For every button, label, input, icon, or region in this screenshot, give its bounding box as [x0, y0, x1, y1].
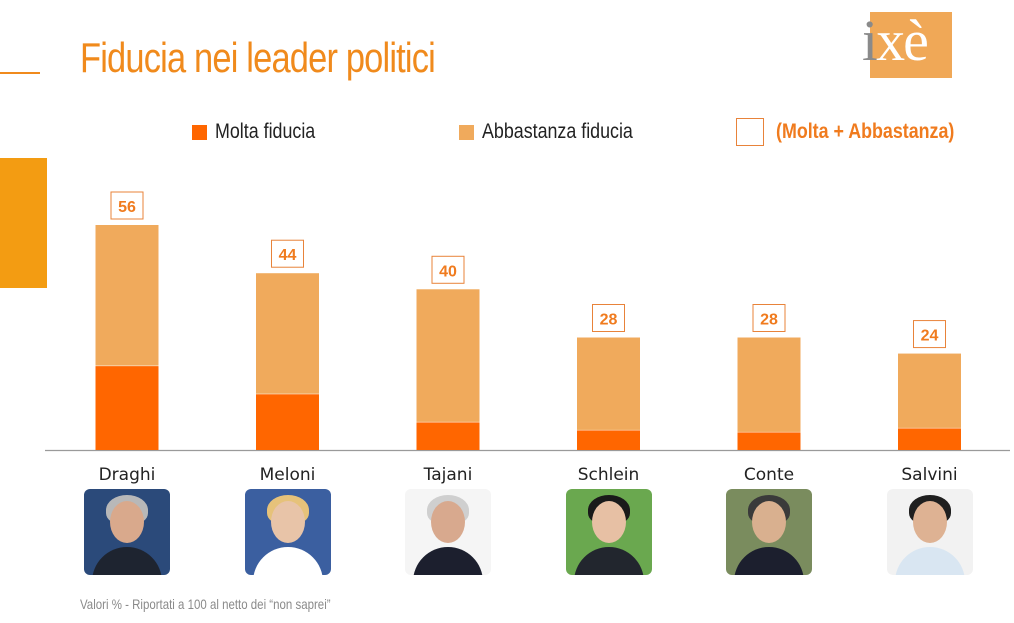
category-label-salvini: Salvini [901, 465, 957, 485]
legend-label-abbastanza: Abbastanza fiducia [482, 120, 633, 143]
total-label-draghi: 56 [118, 199, 136, 216]
legend-swatch-totale [736, 118, 764, 146]
legend-label-molta: Molta fiducia [215, 120, 316, 143]
page-title: Fiducia nei leader politici [80, 34, 436, 81]
bar-molta-tajani [416, 421, 480, 450]
conte-portrait-icon [726, 489, 812, 575]
total-box-salvini [913, 320, 946, 349]
legend-item-abbastanza: Abbastanza fiducia [459, 116, 659, 148]
side-accent-block [0, 158, 47, 288]
salvini-portrait-icon [886, 489, 973, 575]
bar-molta-draghi [95, 365, 159, 450]
legend-item-totale: (Molta + Abbastanza) [736, 116, 986, 148]
bar-abbastanza-tajani [416, 289, 480, 422]
category-label-schlein: Schlein [578, 465, 640, 485]
total-label-meloni: 44 [279, 247, 297, 264]
category-label-conte: Conte [744, 465, 794, 485]
legend-swatch-molta [192, 124, 207, 140]
meloni-portrait-icon [244, 489, 331, 575]
total-label-schlein: 28 [600, 312, 618, 329]
total-box-tajani [431, 255, 465, 284]
legend-swatch-abbastanza [459, 124, 474, 140]
total-label-conte: 28 [760, 312, 778, 329]
chart-legend: Molta fiducia Abbastanza fiducia (Molta … [0, 116, 1014, 148]
schlein-portrait-icon [565, 489, 652, 575]
bar-molta-meloni [256, 393, 319, 450]
tajani-portrait-icon [405, 489, 491, 575]
total-label-tajani: 40 [439, 263, 457, 280]
title-rule [0, 72, 40, 74]
total-box-schlein [592, 304, 625, 332]
category-label-draghi: Draghi [99, 465, 156, 485]
bar-abbastanza-schlein [577, 337, 640, 430]
category-label-tajani: Tajani [423, 465, 473, 485]
legend-item-molta: Molta fiducia [192, 116, 333, 148]
total-box-conte [752, 304, 786, 332]
bar-molta-schlein [577, 429, 640, 450]
bar-abbastanza-salvini [898, 353, 961, 428]
bar-molta-conte [737, 431, 801, 450]
ixe-logo: ixè [862, 8, 952, 78]
bar-molta-salvini [898, 427, 961, 450]
draghi-portrait-icon [84, 489, 170, 575]
bar-abbastanza-meloni [256, 273, 319, 394]
bar-abbastanza-conte [737, 337, 801, 432]
total-box-meloni [271, 239, 304, 268]
footnote: Valori % - Riportati a 100 al netto dei … [80, 596, 331, 612]
legend-label-totale: (Molta + Abbastanza) [776, 120, 955, 143]
category-label-meloni: Meloni [260, 465, 316, 485]
total-label-salvini: 24 [921, 328, 939, 345]
logo-text: ixè [862, 8, 929, 73]
total-box-draghi [110, 191, 144, 220]
bar-abbastanza-draghi [95, 225, 159, 366]
